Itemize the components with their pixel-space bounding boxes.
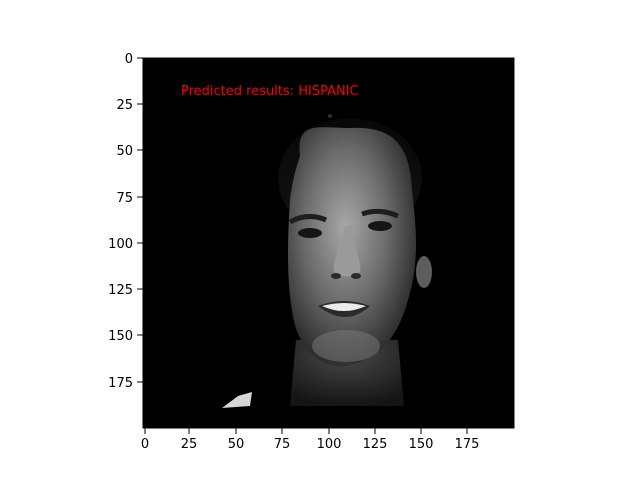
y-tick-label: 50 [116,144,133,159]
x-tick-label: 100 [317,437,342,452]
x-axis: 0 25 50 75 100 125 150 175 [141,428,480,452]
y-tick-label: 25 [116,98,133,113]
x-tick-label: 75 [274,437,291,452]
y-axis: 0 25 50 75 100 125 150 175 [108,52,143,391]
y-tick-label: 0 [125,52,133,67]
y-tick-label: 175 [108,376,133,391]
x-tick-label: 150 [409,437,434,452]
y-tick-label: 75 [116,191,133,206]
face-image: Predicted results: HISPANIC [143,58,514,428]
x-tick-label: 175 [455,437,480,452]
prediction-annotation: Predicted results: HISPANIC [181,84,359,99]
x-tick-label: 25 [181,437,198,452]
y-tick-label: 125 [108,283,133,298]
y-tick-label: 100 [108,237,133,252]
x-tick-label: 0 [141,437,149,452]
x-tick-label: 50 [228,437,245,452]
x-tick-label: 125 [363,437,388,452]
y-tick-label: 150 [108,329,133,344]
